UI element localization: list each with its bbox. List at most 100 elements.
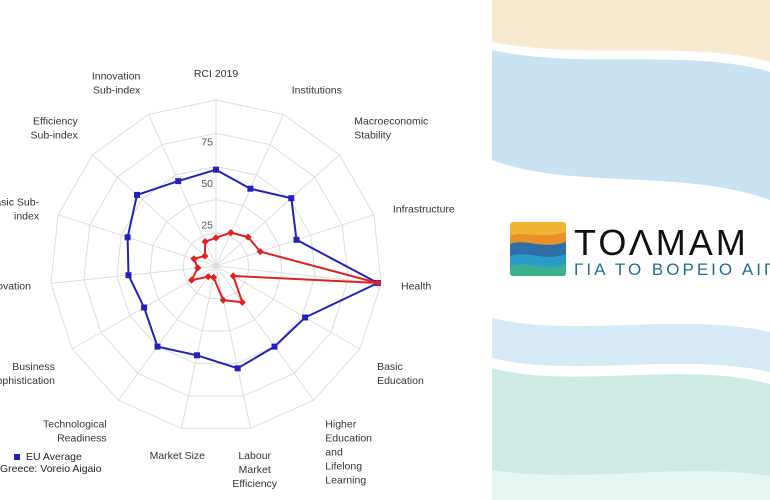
grid-spoke-13: [57, 214, 217, 267]
series-line-2: [190, 231, 379, 304]
axis-label-14-line-2: Sub-index: [31, 130, 79, 142]
axis-label-7-line-1: Higher: [325, 419, 356, 431]
axis-label-11: Business Sophistication: [0, 361, 55, 387]
series-2-marker-12: [194, 264, 202, 272]
series-line-1: [126, 168, 379, 370]
axis-label-11-line-2: Sophistication: [0, 375, 55, 387]
series-2-marker-5: [374, 279, 382, 287]
series-2-marker-15: [201, 238, 209, 246]
axis-label-1: RCI 2019: [194, 68, 239, 80]
axis-label-8-line-3: Efficiency: [232, 478, 277, 490]
logo-title: ΤΟΛΜΑΜ: [574, 222, 749, 263]
grid-spoke-9: [181, 265, 217, 429]
axis-labels: RCI 2019 Institutions Macroeconomic Stabili…: [0, 68, 455, 490]
axis-label-15: Innovation Sub-index: [92, 70, 141, 96]
tick-label-50: 50: [201, 178, 213, 190]
radar-grid: [50, 99, 382, 429]
series-1-marker-7: [271, 343, 278, 350]
axis-label-6: Basic Education: [377, 361, 424, 387]
series-2-marker-4: [256, 248, 264, 256]
grid-ring-5: [50, 99, 382, 429]
brand-panel: ΤΟΛΜΑΜ ΓΙΑ ΤΟ ΒΟΡΕΙΟ ΑΙΓΑ: [492, 0, 770, 500]
axis-label-11-line-1: Business: [12, 361, 55, 373]
axis-label-10-line-2: Readiness: [57, 433, 107, 445]
wave-teal: [492, 368, 770, 500]
grid-spoke-14: [92, 154, 217, 267]
axis-label-5-line-1: Health: [401, 281, 432, 293]
grid-spoke-5: [215, 265, 382, 284]
wave-beige: [492, 0, 770, 62]
series-1-marker-4: [293, 236, 300, 243]
series-2-marker-14: [201, 252, 209, 260]
grid-spoke-6: [215, 265, 361, 350]
axis-label-13-line-2: index: [14, 211, 40, 223]
series-1-marker-13: [124, 234, 131, 241]
series-1-marker-10: [154, 343, 161, 350]
radar-chart: 25 50 75 RCI 2019 Institutions Macroeconomic…: [0, 68, 455, 490]
series-1-marker-8: [234, 365, 241, 372]
series-1-marker-14: [134, 191, 140, 198]
grid-spoke-8: [215, 265, 251, 429]
axis-label-14-line-1: Efficiency: [33, 116, 78, 128]
axis-label-15-line-1: Innovation: [92, 70, 141, 82]
wave-blue-top: [492, 50, 770, 200]
series-2-marker-9: [210, 273, 218, 281]
series-2-marker-6: [229, 272, 237, 280]
series-2-marker-10: [204, 273, 212, 281]
grid-ring-4: [83, 132, 349, 397]
logo-subtitle: ΓΙΑ ΤΟ ΒΟΡΕΙΟ ΑΙΓΑ: [574, 260, 770, 279]
axis-label-5: Health: [401, 281, 432, 293]
axis-label-7-line-5: Learning: [325, 475, 366, 487]
series-2-marker-7: [238, 298, 246, 306]
axis-label-13: Basic Sub-index: [0, 197, 40, 223]
axis-label-7-line-3: and: [325, 447, 343, 459]
axis-label-2-line-1: Institutions: [292, 84, 342, 96]
wave-white-band: [492, 470, 770, 500]
logo-mark-icon: [510, 222, 566, 276]
wave-blue-mid: [492, 318, 770, 372]
axis-label-12: Innovation: [0, 281, 31, 293]
tick-label-25: 25: [201, 220, 213, 232]
series-2-marker-8: [219, 296, 227, 304]
axis-label-10-line-1: Technological: [43, 419, 107, 431]
axis-label-9-line-1: Market Size: [150, 450, 206, 462]
legend-swatch-eu: [14, 453, 20, 460]
axis-label-3: Macroeconomic Stability: [354, 116, 428, 142]
axis-label-7: Higher Education and Lifelong Learning: [325, 419, 372, 487]
legend: EU Average Greece: Voreio Aigaio: [0, 451, 102, 475]
legend-item-voreio-aigaio[interactable]: Greece: Voreio Aigaio: [0, 463, 102, 475]
axis-label-3-line-2: Stability: [354, 130, 392, 142]
series-2-marker-13: [190, 255, 198, 263]
series-2-marker-3: [244, 233, 252, 241]
series-1-marker-15: [175, 178, 182, 185]
axis-label-15-line-2: Sub-index: [93, 84, 141, 96]
axis-label-8-line-2: Market: [239, 464, 271, 476]
legend-item-eu-average[interactable]: EU Average: [0, 451, 102, 463]
axis-label-2: Institutions: [292, 84, 342, 96]
decorative-waves: [492, 0, 770, 500]
series-1-marker-2: [247, 185, 254, 192]
axis-label-9: Market Size: [150, 450, 206, 462]
axis-label-13-line-1: Basic Sub-: [0, 197, 40, 209]
radial-tick-labels: 25 50 75: [201, 137, 213, 232]
axis-label-6-line-1: Basic: [377, 361, 403, 373]
axis-label-8: Labour Market Efficiency: [232, 450, 277, 490]
series-1-marker-1: [213, 166, 219, 173]
axis-label-1-line-1: RCI 2019: [194, 68, 239, 80]
radar-chart-panel: 25 50 75 RCI 2019 Institutions Macroeconomic…: [0, 68, 455, 490]
grid-ring-2: [149, 199, 283, 332]
grid-spoke-10: [117, 265, 217, 401]
axis-label-8-line-1: Labour: [238, 450, 271, 462]
axis-label-12-line-1: Innovation: [0, 281, 31, 293]
tick-label-75: 75: [201, 137, 213, 149]
legend-label-eu: EU Average: [26, 451, 82, 463]
series-layer: [124, 166, 382, 372]
axis-label-3-line-1: Macroeconomic: [354, 116, 428, 128]
series-2-marker-11: [188, 276, 196, 284]
series-1-marker-3: [288, 195, 295, 202]
axis-label-14: Efficiency Sub-index: [31, 116, 79, 142]
grid-ring-1: [182, 232, 250, 299]
series-1-marker-9: [194, 352, 200, 359]
series-2-marker-1: [212, 234, 220, 242]
grid-spoke-7: [215, 265, 315, 401]
